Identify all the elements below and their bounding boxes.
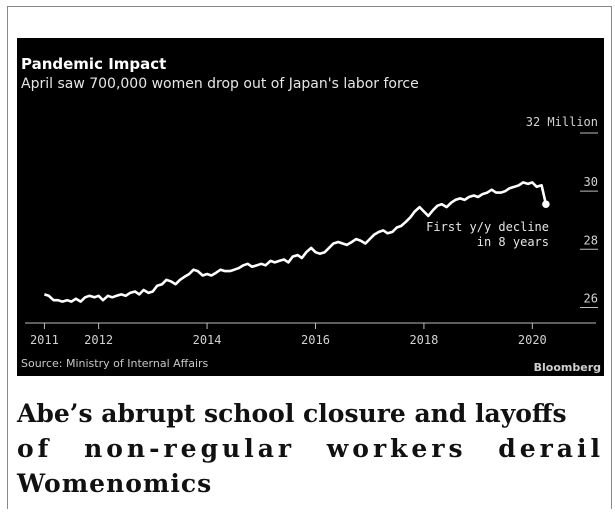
article-frame: [7, 6, 612, 509]
y-tick-label: 26: [584, 291, 598, 305]
y-tick-label: 28: [584, 233, 598, 247]
annotation-line2: in 8 years: [477, 235, 549, 249]
x-tick-label: 2011: [30, 333, 59, 347]
headline-line3: Womenomics: [17, 469, 213, 498]
series-line: [44, 181, 548, 303]
y-unit-label: 32 Million: [526, 115, 598, 129]
y-tick-label: 30: [584, 175, 598, 189]
annotation-text-b: in 8 years: [477, 235, 549, 249]
chart-subtitle: April saw 700,000 women drop out of Japa…: [21, 76, 419, 92]
headline-line2: of non-regular workers derail: [17, 434, 604, 463]
x-tick-label: 2020: [518, 333, 547, 347]
plot-area: [44, 181, 550, 303]
bloomberg-logo: Bloomberg: [534, 361, 601, 374]
chart-title: Pandemic Impact: [21, 55, 166, 73]
source-note: Source: Ministry of Internal Affairs: [21, 357, 209, 370]
x-tick-label: 2014: [193, 333, 222, 347]
x-tick-label: 2012: [84, 333, 113, 347]
endpoint-marker: [542, 200, 550, 209]
axes: 2011 2012 2014 2016 2018 2020 26 28 30: [25, 132, 598, 347]
headline: Abe’s abrupt school closure and layoffs …: [17, 396, 604, 501]
x-tick-label: 2016: [301, 333, 330, 347]
headline-line1: Abe’s abrupt school closure and layoffs: [17, 399, 567, 428]
chart-card: Pandemic Impact April saw 700,000 women …: [17, 38, 604, 376]
line-chart: Pandemic Impact April saw 700,000 women …: [21, 55, 601, 374]
annotation-line1: First y/y decline: [426, 220, 549, 234]
x-tick-label: 2018: [409, 333, 438, 347]
annotation-text-a: First y/y decline: [426, 220, 549, 234]
